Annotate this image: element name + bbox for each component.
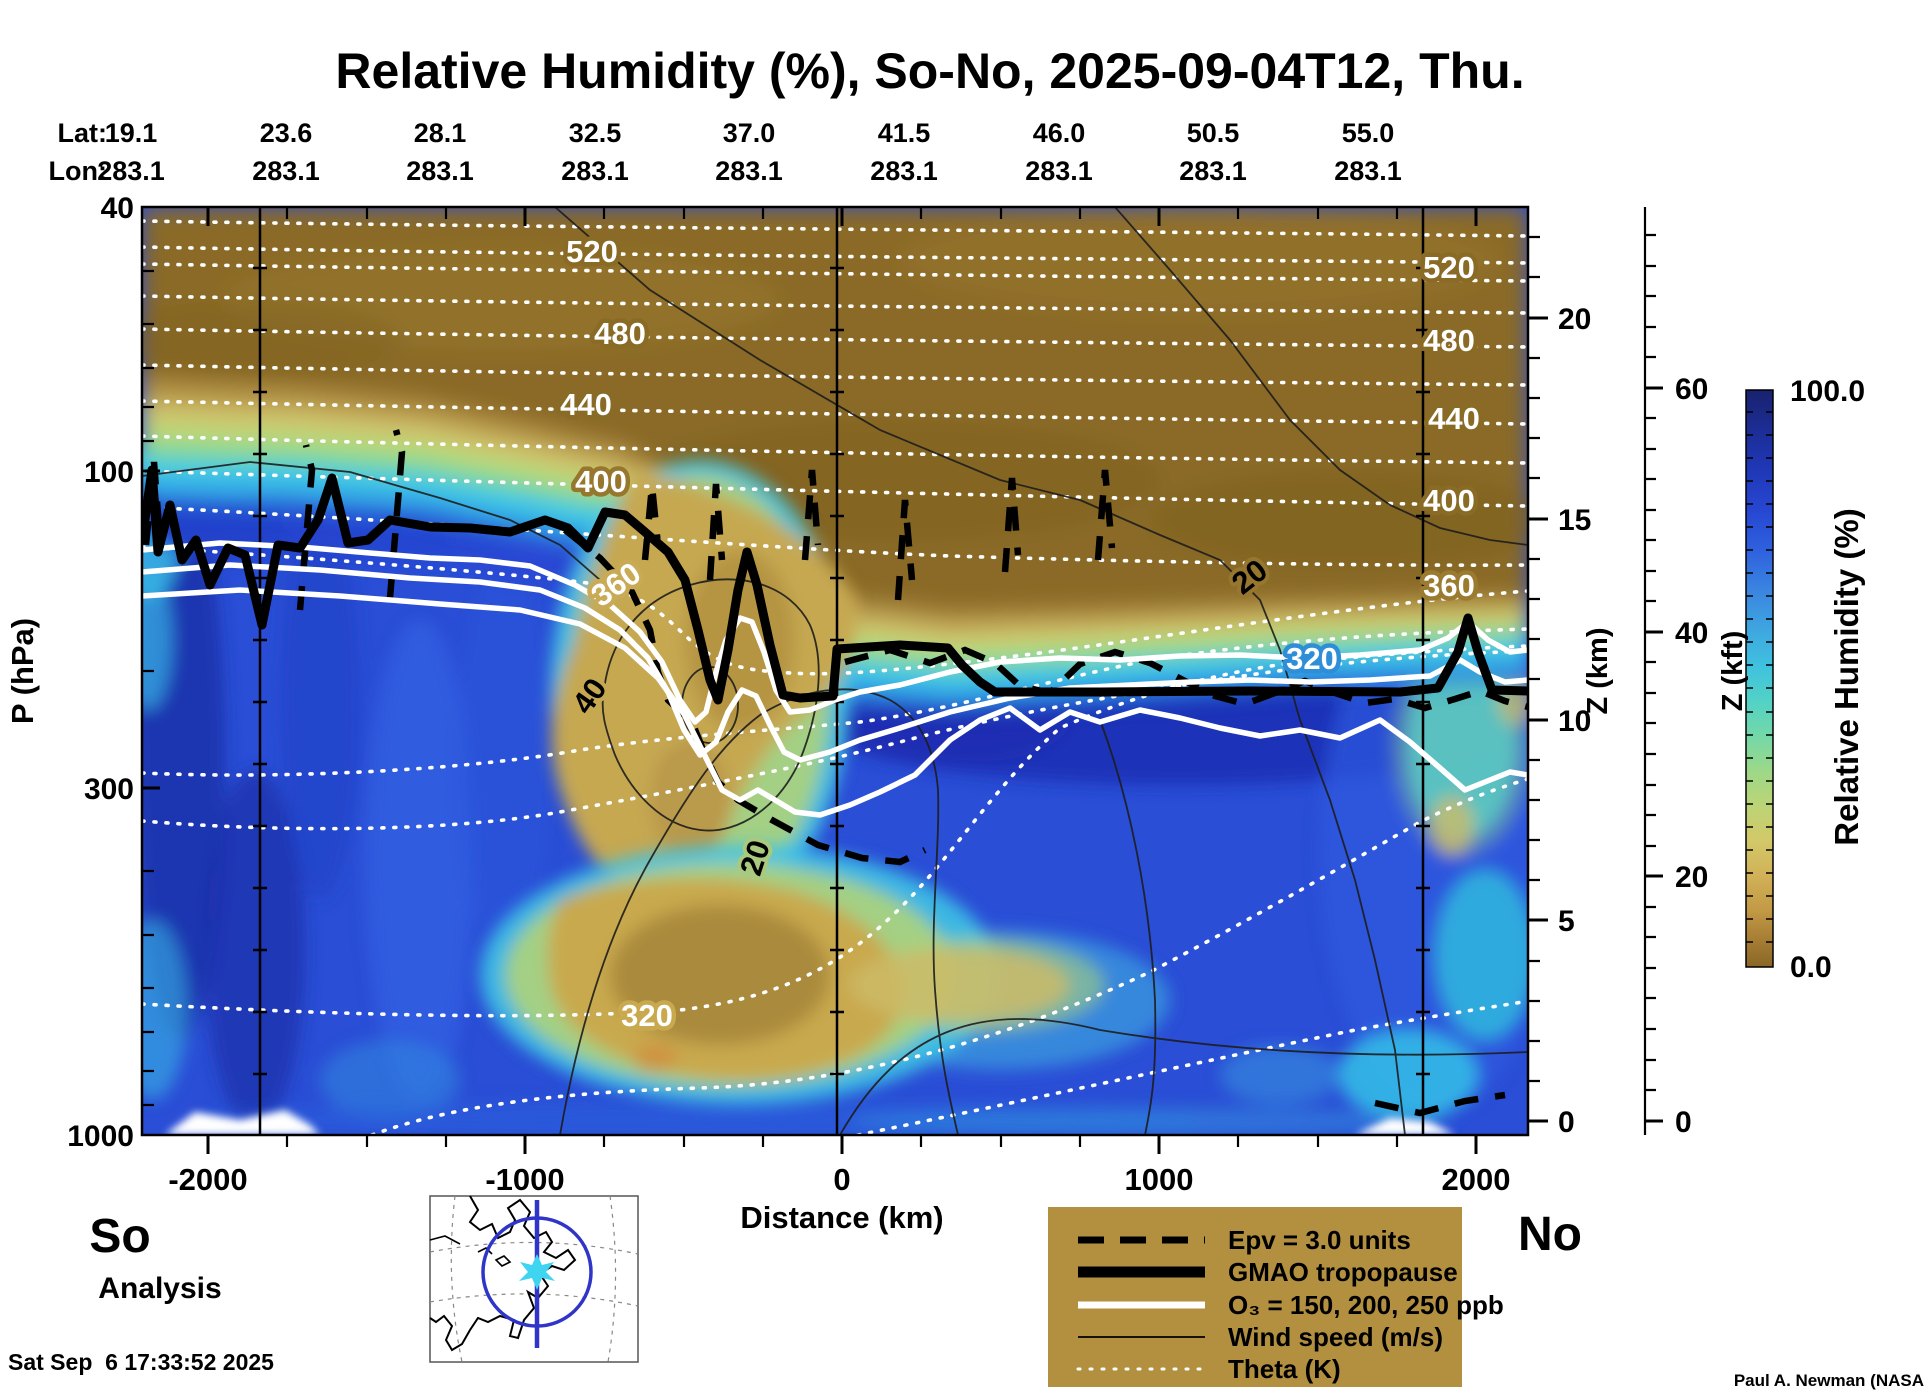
p-tick: 100 bbox=[84, 456, 134, 489]
o3-contours bbox=[142, 540, 1528, 818]
z-km-ticks bbox=[1528, 235, 1548, 1123]
colorbar-ticks bbox=[1746, 411, 1773, 943]
theta-label: 480 bbox=[594, 316, 646, 351]
lat-value: 23.6 bbox=[260, 118, 313, 148]
legend-box bbox=[1048, 1207, 1462, 1387]
lat-value: 37.0 bbox=[723, 118, 776, 148]
zkft-axis-title: Z (kft) bbox=[1717, 631, 1749, 712]
lon-value: 283.1 bbox=[1025, 156, 1093, 186]
colorbar-min: 0.0 bbox=[1790, 951, 1832, 984]
z-km-labels: 20 15 10 5 0 Z (km) bbox=[1558, 303, 1614, 1139]
domain-lines bbox=[253, 207, 1430, 1135]
colorbar-gradient bbox=[1745, 389, 1774, 968]
zkm-tick: 15 bbox=[1558, 504, 1591, 537]
analysis-label: Analysis bbox=[98, 1272, 221, 1305]
theta-label: 520 bbox=[566, 234, 618, 269]
credit: Paul A. Newman (NASA bbox=[1734, 1371, 1924, 1390]
surface-notches bbox=[165, 1110, 1455, 1135]
x-tick: 1000 bbox=[1125, 1162, 1194, 1197]
lon-value: 283.1 bbox=[1179, 156, 1247, 186]
theta-contour-labels: 520 480 440 400 360 320 520 480 440 400 … bbox=[556, 230, 1485, 1038]
theta-label: 520 bbox=[1423, 250, 1475, 285]
timestamp: Sat Sep 6 17:33:52 2025 bbox=[8, 1349, 274, 1375]
map-graticule bbox=[429, 1195, 639, 1363]
lat-value: 50.5 bbox=[1187, 118, 1240, 148]
map-inset bbox=[429, 1195, 639, 1363]
p-tick: 1000 bbox=[67, 1120, 134, 1153]
x-axis-ticks bbox=[206, 207, 1478, 1154]
zkm-tick: 0 bbox=[1558, 1106, 1575, 1139]
lat-value: 19.1 bbox=[105, 118, 158, 148]
theta-label: 360 bbox=[1423, 568, 1475, 603]
legend-item-epv: Epv = 3.0 units bbox=[1228, 1225, 1411, 1255]
z-kft-labels: 60 40 20 0 Z (kft) bbox=[1675, 373, 1749, 1139]
lat-value: 41.5 bbox=[878, 118, 931, 148]
theta-label: 440 bbox=[1428, 401, 1480, 436]
page-title: Relative Humidity (%), So-No, 2025-09-04… bbox=[335, 43, 1524, 99]
map-star-icon bbox=[519, 1254, 555, 1290]
legend-item-o3: O₃ = 150, 200, 250 ppb bbox=[1228, 1290, 1504, 1320]
legend-item-theta: Theta (K) bbox=[1228, 1354, 1341, 1384]
theta-label: 320 bbox=[1286, 641, 1338, 676]
legend-item-wind: Wind speed (m/s) bbox=[1228, 1322, 1443, 1352]
p-axis-labels: 40 100 300 1000 P (hPa) bbox=[5, 192, 134, 1153]
zkm-tick: 5 bbox=[1558, 905, 1575, 938]
legend: Epv = 3.0 units GMAO tropopause O₃ = 150… bbox=[1048, 1207, 1504, 1387]
lon-row-label: Lon: bbox=[49, 156, 107, 186]
zkm-tick: 20 bbox=[1558, 303, 1591, 336]
x-axis-title: Distance (km) bbox=[740, 1200, 943, 1235]
zkm-axis-title: Z (km) bbox=[1582, 628, 1614, 715]
p-tick: 40 bbox=[101, 192, 134, 225]
colorbar: 100.0 0.0 Relative Humidity (%) bbox=[1745, 375, 1865, 984]
lat-value: 55.0 bbox=[1342, 118, 1395, 148]
lower-dry-blob bbox=[480, 845, 1170, 1105]
lon-value: 283.1 bbox=[715, 156, 783, 186]
colorbar-max: 100.0 bbox=[1790, 375, 1865, 408]
lon-value: 283.1 bbox=[1334, 156, 1402, 186]
zkft-tick: 20 bbox=[1675, 861, 1708, 894]
legend-item-tropopause: GMAO tropopause bbox=[1228, 1257, 1458, 1287]
colorbar-title: Relative Humidity (%) bbox=[1828, 508, 1865, 845]
x-tick: -2000 bbox=[168, 1162, 247, 1197]
zkft-tick: 40 bbox=[1675, 617, 1708, 650]
theta-contours bbox=[142, 219, 1528, 1135]
map-coastline-west bbox=[429, 1235, 512, 1267]
lon-value: 283.1 bbox=[870, 156, 938, 186]
theta-label: 400 bbox=[575, 464, 627, 499]
lat-value: 28.1 bbox=[414, 118, 467, 148]
lon-value: 283.1 bbox=[97, 156, 165, 186]
zkft-tick: 0 bbox=[1675, 1106, 1692, 1139]
lon-value: 283.1 bbox=[561, 156, 629, 186]
epv-contour bbox=[142, 429, 1528, 1117]
x-tick: 0 bbox=[833, 1162, 850, 1197]
lat-lon-header: Lat: 19.1 23.6 28.1 32.5 37.0 41.5 46.0 … bbox=[49, 118, 1402, 186]
lon-value: 283.1 bbox=[252, 156, 320, 186]
z-kft-axis bbox=[1643, 207, 1663, 1135]
theta-label: 400 bbox=[1423, 483, 1475, 518]
x-tick: 2000 bbox=[1442, 1162, 1511, 1197]
p-axis-ticks bbox=[142, 269, 160, 1107]
lat-row-label: Lat: bbox=[58, 118, 108, 148]
tropopause-line bbox=[142, 465, 1528, 705]
theta-label: 440 bbox=[560, 387, 612, 422]
x-axis-labels: -2000 -1000 0 1000 2000 Distance (km) bbox=[168, 1162, 1510, 1235]
south-endpoint-label: So bbox=[89, 1210, 150, 1263]
north-endpoint-label: No bbox=[1518, 1208, 1582, 1261]
plot-frame bbox=[140, 205, 1548, 1154]
lat-value: 46.0 bbox=[1033, 118, 1086, 148]
zkm-tick: 10 bbox=[1558, 705, 1591, 738]
x-tick: -1000 bbox=[485, 1162, 564, 1197]
p-tick: 300 bbox=[84, 773, 134, 806]
lon-value: 283.1 bbox=[406, 156, 474, 186]
theta-label: 480 bbox=[1423, 323, 1475, 358]
p-axis-title: P (hPa) bbox=[5, 618, 40, 724]
lat-value: 32.5 bbox=[569, 118, 622, 148]
zkft-tick: 60 bbox=[1675, 373, 1708, 406]
theta-label: 320 bbox=[621, 998, 673, 1033]
color-field bbox=[142, 207, 1528, 1135]
